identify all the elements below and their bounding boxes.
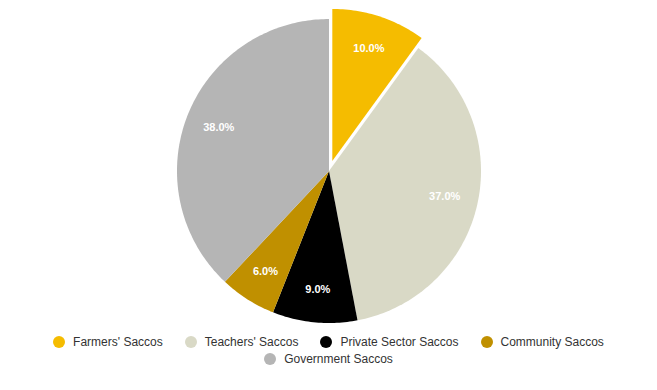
- html-text:Community Saccos: Community Saccos: [500, 335, 604, 349]
- svg-text:10.0%: 10.0%: [353, 42, 384, 54]
- svg-text:37.0%: 37.0%: [429, 190, 460, 202]
- html-text:Private Sector Saccos: Private Sector Saccos: [340, 335, 459, 349]
- html-text:Government Saccos: Government Saccos: [284, 352, 393, 366]
- html-text:Teachers' Saccos: Teachers' Saccos: [204, 335, 299, 349]
- svg-text:38.0%: 38.0%: [203, 121, 234, 133]
- html-text:Farmers' Saccos: Farmers' Saccos: [73, 335, 163, 349]
- svg-text:9.0%: 9.0%: [305, 283, 330, 295]
- svg-text:6.0%: 6.0%: [253, 265, 278, 277]
